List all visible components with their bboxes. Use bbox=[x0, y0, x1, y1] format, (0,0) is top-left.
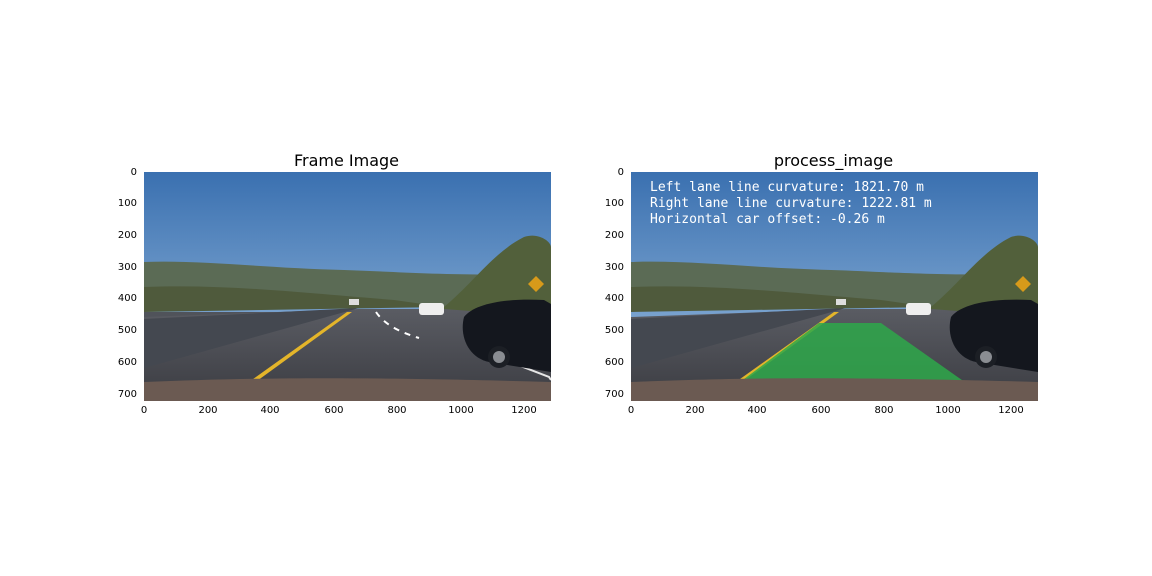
left-y-tick: 0 bbox=[130, 167, 137, 178]
car-offset-text: Horizontal car offset: -0.26 m bbox=[650, 212, 885, 227]
left-x-tick: 800 bbox=[387, 405, 407, 416]
left-y-tick: 600 bbox=[117, 357, 137, 368]
left-panel-title: Frame Image bbox=[293, 151, 400, 170]
left-y-tick: 200 bbox=[117, 230, 137, 241]
left-frame-image bbox=[144, 172, 551, 401]
left-x-tick: 1000 bbox=[448, 405, 474, 416]
lane-area bbox=[736, 323, 969, 385]
right-y-tick: 0 bbox=[617, 167, 624, 178]
left-y-tick: 400 bbox=[117, 293, 137, 304]
right-y-tick: 600 bbox=[604, 357, 624, 368]
right-y-tick: 700 bbox=[604, 389, 624, 400]
right-x-tick: 200 bbox=[685, 405, 705, 416]
right-processed-image: Left lane line curvature: 1821.70 m Righ… bbox=[631, 172, 1038, 401]
left-x-tick: 600 bbox=[324, 405, 344, 416]
right-x-tick: 400 bbox=[747, 405, 767, 416]
right-x-tick: 600 bbox=[811, 405, 831, 416]
right-x-tick: 800 bbox=[874, 405, 894, 416]
right-y-tick: 300 bbox=[604, 262, 624, 273]
left-x-tick: 200 bbox=[198, 405, 218, 416]
right-y-tick: 100 bbox=[604, 198, 624, 209]
left-y-tick: 700 bbox=[117, 389, 137, 400]
right-y-tick: 500 bbox=[604, 325, 624, 336]
left-y-tick: 300 bbox=[117, 262, 137, 273]
left-curvature-text: Left lane line curvature: 1821.70 m bbox=[650, 180, 924, 195]
left-x-tick: 400 bbox=[260, 405, 280, 416]
right-y-tick: 200 bbox=[604, 230, 624, 241]
right-x-tick: 1000 bbox=[935, 405, 961, 416]
right-x-tick: 0 bbox=[627, 405, 635, 416]
left-x-tick: 0 bbox=[140, 405, 148, 416]
left-y-tick: 500 bbox=[117, 325, 137, 336]
right-panel-title: process_image bbox=[773, 151, 894, 170]
left-y-tick: 100 bbox=[117, 198, 137, 209]
right-curvature-text: Right lane line curvature: 1222.81 m bbox=[650, 196, 932, 211]
right-x-tick: 1200 bbox=[998, 405, 1024, 416]
left-x-tick: 1200 bbox=[511, 405, 537, 416]
right-y-tick: 400 bbox=[604, 293, 624, 304]
